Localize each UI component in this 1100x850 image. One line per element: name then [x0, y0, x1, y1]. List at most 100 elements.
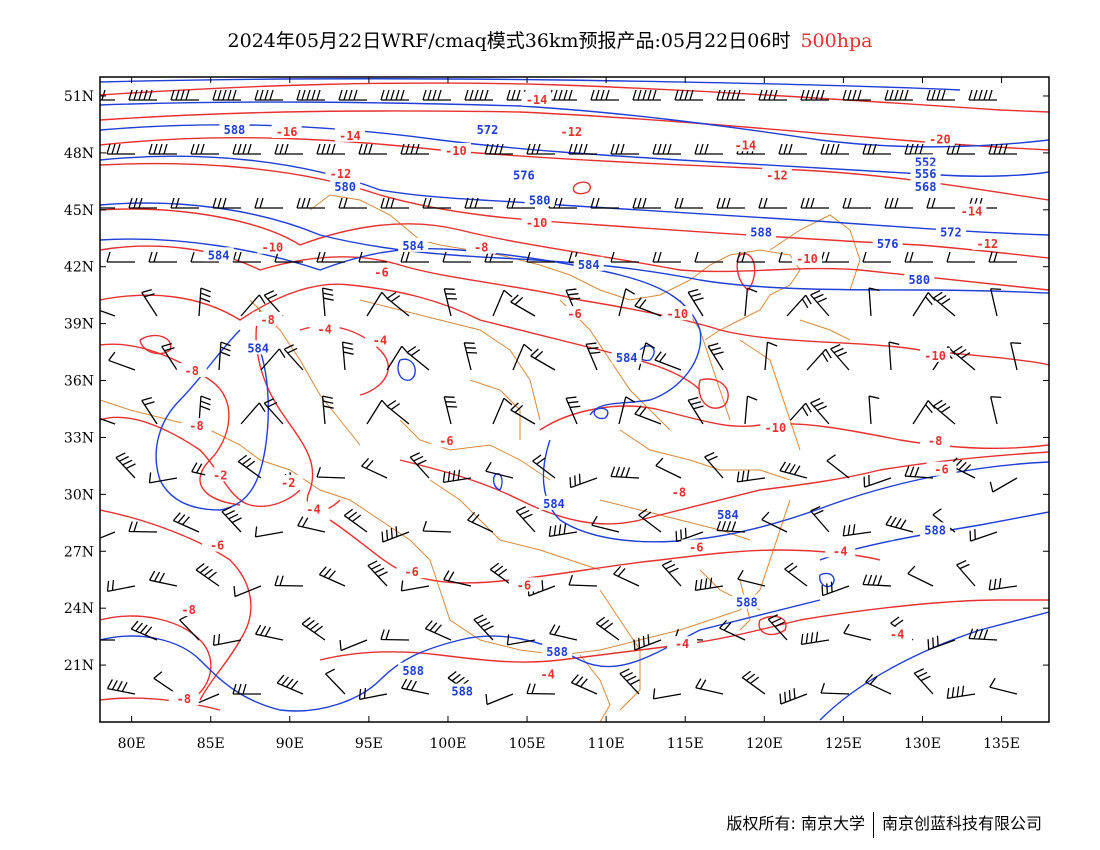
wind-barb	[424, 620, 452, 641]
height-contour-label-bg	[203, 247, 234, 262]
temperature-contour-label: -10	[796, 252, 818, 266]
wind-barb	[380, 89, 409, 101]
wind-barb	[548, 89, 577, 101]
wind-barb	[716, 520, 746, 533]
wind-barb	[704, 451, 724, 479]
wind-barb	[492, 289, 513, 317]
wind-barb	[779, 688, 808, 705]
temperature-contour-label: -10	[666, 307, 688, 321]
height-contour-label: 584	[578, 258, 600, 272]
height-contour-label-bg	[447, 683, 478, 698]
wind-barb	[316, 143, 345, 155]
wind-barb	[741, 670, 766, 695]
title-main: 2024年05月22日WRF/cmaq模式36km预报产品:05月22日06时	[227, 30, 791, 52]
temperature-contour-label-bg	[532, 666, 563, 681]
credit-left: 版权所有: 南京大学	[726, 814, 865, 833]
wind-barb	[161, 342, 178, 371]
lon-tick-label: 135E	[983, 736, 1020, 752]
wind-barb	[108, 351, 136, 371]
wind-barb	[933, 291, 956, 317]
temperature-contour-label-bg	[309, 321, 340, 336]
credit-line: 版权所有: 南京大学 南京创蓝科技有限公司	[726, 810, 1042, 838]
temperature-contour-label: -14	[339, 129, 361, 143]
wind-barb	[687, 396, 704, 425]
wind-barb	[764, 341, 778, 371]
title-level: 500hpa	[800, 30, 873, 52]
wind-barb	[778, 143, 807, 155]
temperature-contour-label: -6	[517, 578, 531, 592]
wind-barb	[380, 629, 410, 641]
temperature-contour-label-bg	[325, 165, 356, 180]
wind-barb	[512, 343, 533, 371]
height-contour-label-bg	[542, 643, 573, 658]
wind-barb	[610, 251, 639, 263]
wind-barb	[820, 682, 850, 695]
wind-barb	[988, 251, 1017, 263]
height-contour-label-bg	[910, 165, 941, 180]
wind-barb	[800, 89, 829, 101]
height-contour-label: 580	[334, 180, 356, 194]
temperature-contour-label: -6	[567, 307, 581, 321]
temperature-contour-label-bg	[730, 137, 761, 152]
wind-barb	[464, 197, 493, 209]
wind-barb	[904, 251, 933, 263]
wind-barb	[400, 580, 430, 592]
wind-barb	[784, 562, 808, 587]
lon-tick-label: 85E	[197, 736, 225, 752]
temperature-contour-label: -8	[260, 313, 274, 327]
wind-barb	[610, 466, 640, 479]
height-contour-label-bg	[398, 237, 429, 252]
height-contour-label-bg	[611, 349, 642, 364]
wind-barb	[843, 623, 872, 641]
wind-barb	[128, 521, 158, 533]
temperature-contour-label: -8	[181, 603, 195, 617]
temperature-contour-label: -12	[560, 125, 582, 139]
wind-barb	[422, 520, 452, 533]
wind-barb	[100, 531, 116, 539]
wind-barb	[862, 574, 892, 587]
temperature-contour-label: -2	[281, 476, 295, 490]
temperature-contour-label: -6	[404, 565, 418, 579]
wind-barb	[233, 585, 262, 598]
wind-barb	[212, 633, 242, 646]
height-contour-label: 572	[940, 226, 962, 240]
lat-tick-label: 30N	[64, 487, 94, 503]
wind-barb	[358, 251, 387, 263]
wind-barb	[276, 674, 304, 695]
wind-barb	[694, 251, 723, 263]
wind-barb	[406, 345, 430, 371]
temperature-contour-label-bg	[396, 564, 427, 579]
wind-barb	[153, 671, 178, 695]
wind-barb	[510, 402, 536, 425]
height-contour-label-bg	[243, 340, 274, 355]
wind-barb	[221, 506, 242, 533]
wind-barb	[868, 287, 880, 317]
temperature-contour-label: -12	[766, 169, 788, 183]
wind-barb	[719, 619, 746, 641]
wind-barb	[318, 566, 346, 587]
temperature-contour-label-bg	[273, 474, 304, 489]
wind-barb	[149, 570, 178, 587]
temperature-contour-label-bg	[663, 484, 694, 499]
temperature-contour-label-bg	[202, 537, 233, 552]
wind-barb	[863, 475, 892, 488]
wind-barb	[240, 402, 266, 425]
temperature-contour-label: -14	[526, 93, 548, 107]
wind-barb	[190, 251, 219, 263]
wind-barb	[240, 294, 266, 317]
wind-barb	[141, 288, 158, 317]
wind-barb	[907, 565, 934, 587]
height-contour-label: 580	[908, 273, 930, 287]
lon-tick-label: 130E	[904, 736, 941, 752]
wind-barb	[565, 288, 581, 317]
wind-barb	[989, 477, 1018, 493]
temperature-contour-label: -4	[833, 544, 847, 558]
temperature-contour-label-bg	[181, 418, 212, 433]
wind-barb	[810, 505, 830, 533]
wind-barb	[172, 512, 200, 533]
temperature-contour-labels: -14 -16 -14 -12 -10 -12 -14 -12 -20 -14 -12 -10 -10 -…	[168, 91, 1003, 706]
temperature-contour-label-bg	[298, 501, 329, 516]
wind-barb	[634, 405, 662, 425]
temperature-contour-label-bg	[956, 203, 987, 218]
wind-barb	[786, 294, 812, 317]
